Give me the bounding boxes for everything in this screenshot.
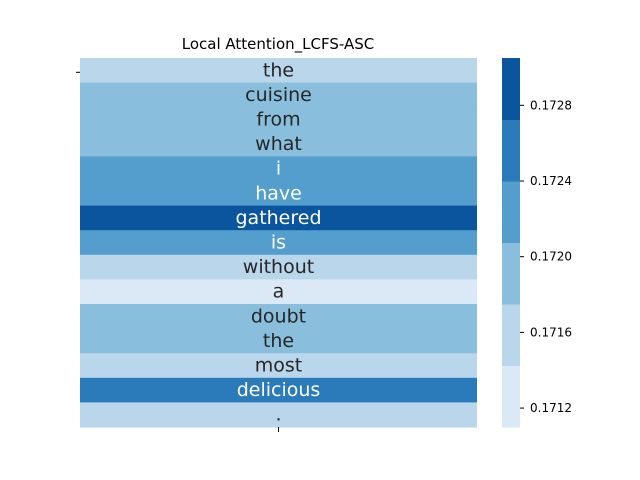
colorbar-segment xyxy=(502,181,520,243)
heatmap-axes xyxy=(76,71,279,432)
heatmap-cell-label: is xyxy=(271,232,286,254)
heatmap-cell-label: cuisine xyxy=(245,84,312,106)
heatmap-cell xyxy=(80,279,477,305)
heatmap-cell-label: delicious xyxy=(237,379,321,401)
heatmap-cell-label: from xyxy=(256,109,300,131)
heatmap-cell xyxy=(80,377,477,403)
heatmap-cell xyxy=(80,304,477,330)
heatmap-cell-label: without xyxy=(243,256,314,278)
colorbar-tick-label: 0.1716 xyxy=(530,325,572,339)
heatmap-cell-label: most xyxy=(255,355,302,377)
colorbar-segment xyxy=(502,365,520,428)
heatmap-cell xyxy=(80,205,477,231)
colorbar-segment xyxy=(502,304,520,366)
colorbar-tick-label: 0.1724 xyxy=(530,174,572,188)
heatmap-cell xyxy=(80,82,477,108)
heatmap-cell-label: i xyxy=(276,158,281,180)
colorbar-segment xyxy=(502,119,520,182)
heatmap-cell-label: gathered xyxy=(235,207,321,229)
heatmap-cell xyxy=(80,328,477,354)
heatmap-cell xyxy=(80,156,477,182)
heatmap-cell-label: . xyxy=(275,404,281,426)
colorbar-segment xyxy=(502,242,520,305)
colorbar-tick-label: 0.1720 xyxy=(530,250,572,264)
heatmap-cell xyxy=(80,353,477,379)
heatmap-cell xyxy=(80,254,477,280)
heatmap-cell-label: a xyxy=(273,281,285,303)
heatmap-cell xyxy=(80,58,477,84)
heatmap-cell-label: have xyxy=(255,182,302,204)
colorbar-tick-label: 0.1712 xyxy=(530,401,572,415)
heatmap-cell-label: the xyxy=(263,330,294,352)
heatmap-cell-label: doubt xyxy=(251,305,306,327)
heatmap-cell-label: the xyxy=(263,59,294,81)
heatmap-cell xyxy=(80,402,477,428)
heatmap-cell xyxy=(80,131,477,157)
colorbar-segment xyxy=(502,58,520,120)
heatmap-cell xyxy=(80,181,477,207)
heatmap-cell-label: what xyxy=(255,133,302,155)
heatmap-cells xyxy=(80,58,477,428)
colorbar: 0.1712 0.1716 0.1720 0.1724 0.1728 xyxy=(502,58,572,428)
heatmap-cell xyxy=(80,107,477,133)
chart-title: Local Attention_LCFS-ASC xyxy=(182,35,374,54)
colorbar-tick-label: 0.1728 xyxy=(530,98,572,112)
heatmap-cell xyxy=(80,230,477,256)
